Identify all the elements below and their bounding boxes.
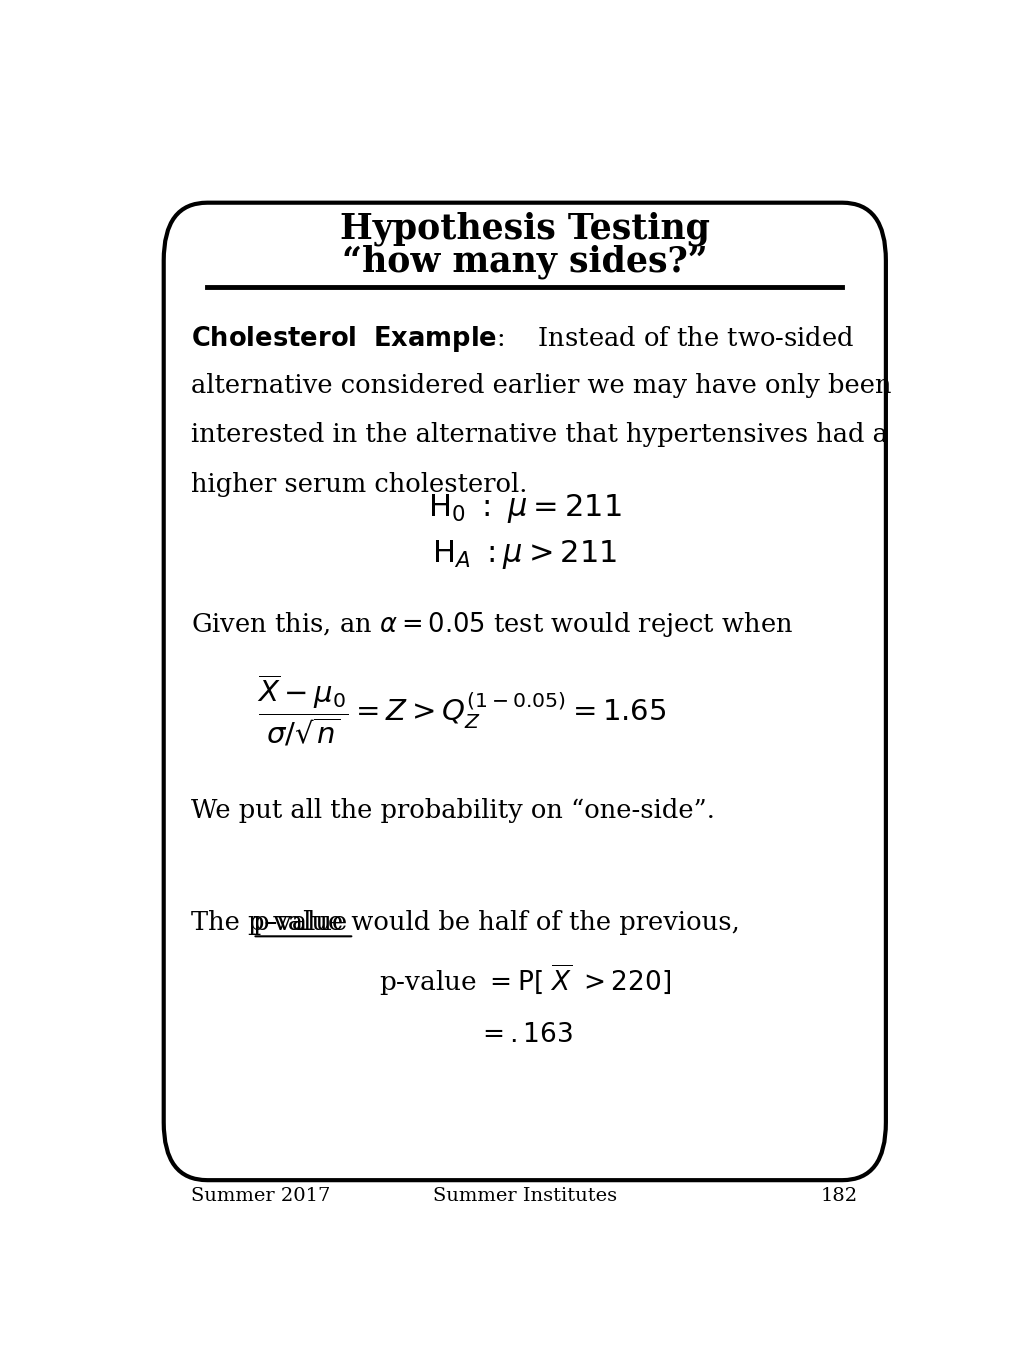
Text: higher serum cholesterol.: higher serum cholesterol. <box>191 472 527 497</box>
Text: interested in the alternative that hypertensives had a: interested in the alternative that hyper… <box>191 422 889 448</box>
Text: $\dfrac{\overline{X} - \mu_0}{\sigma / \sqrt{n}} = Z > Q_Z^{(1-0.05)} = 1.65$: $\dfrac{\overline{X} - \mu_0}{\sigma / \… <box>257 673 666 748</box>
Text: The p-value would be half of the previous,: The p-value would be half of the previou… <box>191 910 740 935</box>
Text: 182: 182 <box>821 1188 858 1205</box>
Text: $\mathrm{H}_A \ : \mu > 211$: $\mathrm{H}_A \ : \mu > 211$ <box>432 538 617 572</box>
FancyBboxPatch shape <box>164 202 886 1181</box>
Text: Given this, an $\alpha = 0.05$ test would reject when: Given this, an $\alpha = 0.05$ test woul… <box>191 610 794 639</box>
Text: Summer Institutes: Summer Institutes <box>433 1188 616 1205</box>
Text: p-value: p-value <box>253 910 348 935</box>
Text: $\mathbf{Cholesterol\ \ Example}$:    Instead of the two-sided: $\mathbf{Cholesterol\ \ Example}$: Inste… <box>191 324 855 354</box>
Text: “how many sides?”: “how many sides?” <box>342 244 708 278</box>
Text: p-value $= \mathrm{P}[\ \overline{X}\ > 220]$: p-value $= \mathrm{P}[\ \overline{X}\ > … <box>379 962 671 998</box>
Text: Summer 2017: Summer 2017 <box>191 1188 331 1205</box>
Text: alternative considered earlier we may have only been: alternative considered earlier we may ha… <box>191 373 892 399</box>
Text: $\mathrm{H}_0 \ : \ \mu = 211$: $\mathrm{H}_0 \ : \ \mu = 211$ <box>428 491 622 526</box>
Text: $= .163$: $= .163$ <box>477 1021 572 1047</box>
Text: We put all the probability on “one-side”.: We put all the probability on “one-side”… <box>191 797 716 823</box>
Text: Hypothesis Testing: Hypothesis Testing <box>340 212 710 246</box>
